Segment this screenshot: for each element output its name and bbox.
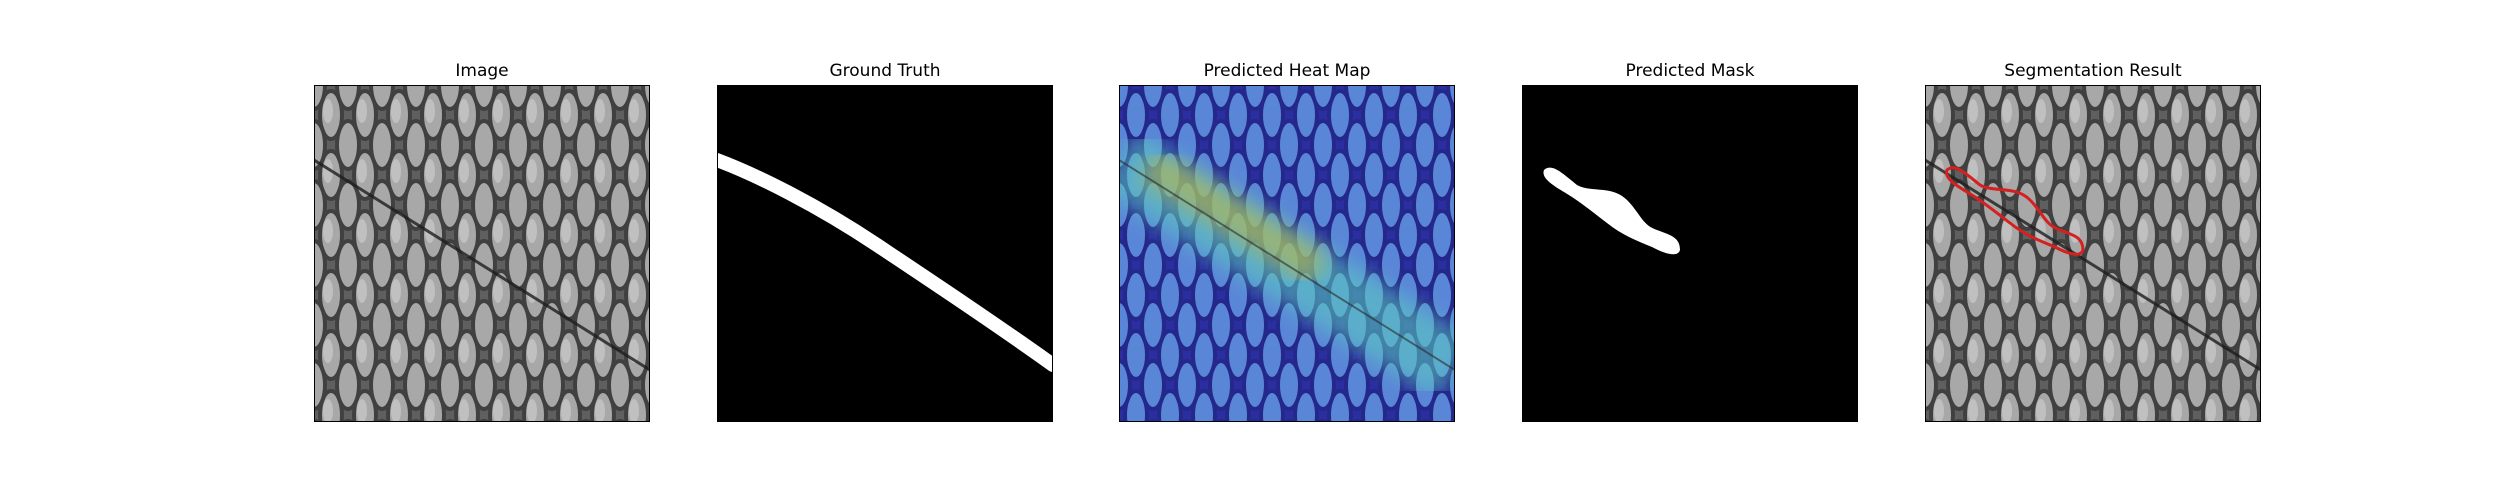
panel-heat-map: Predicted Heat Map	[1119, 60, 1455, 424]
panel-title: Image	[455, 61, 509, 81]
panel-segmentation-result: Segmentation Result	[1925, 60, 2261, 424]
panel-ground-truth: Ground Truth	[717, 60, 1053, 424]
panel-title: Segmentation Result	[2004, 61, 2182, 81]
texture-image	[314, 85, 650, 422]
predicted-mask	[1522, 85, 1858, 422]
segmentation-result-image	[1925, 85, 2261, 422]
ground-truth-mask	[717, 85, 1053, 422]
panel-title: Ground Truth	[829, 61, 941, 81]
panel-image: Image	[314, 60, 650, 424]
heat-map-image	[1119, 85, 1455, 422]
panel-title: Predicted Mask	[1625, 61, 1755, 81]
panel-title: Predicted Heat Map	[1203, 61, 1371, 81]
panel-predicted-mask: Predicted Mask	[1522, 60, 1858, 424]
